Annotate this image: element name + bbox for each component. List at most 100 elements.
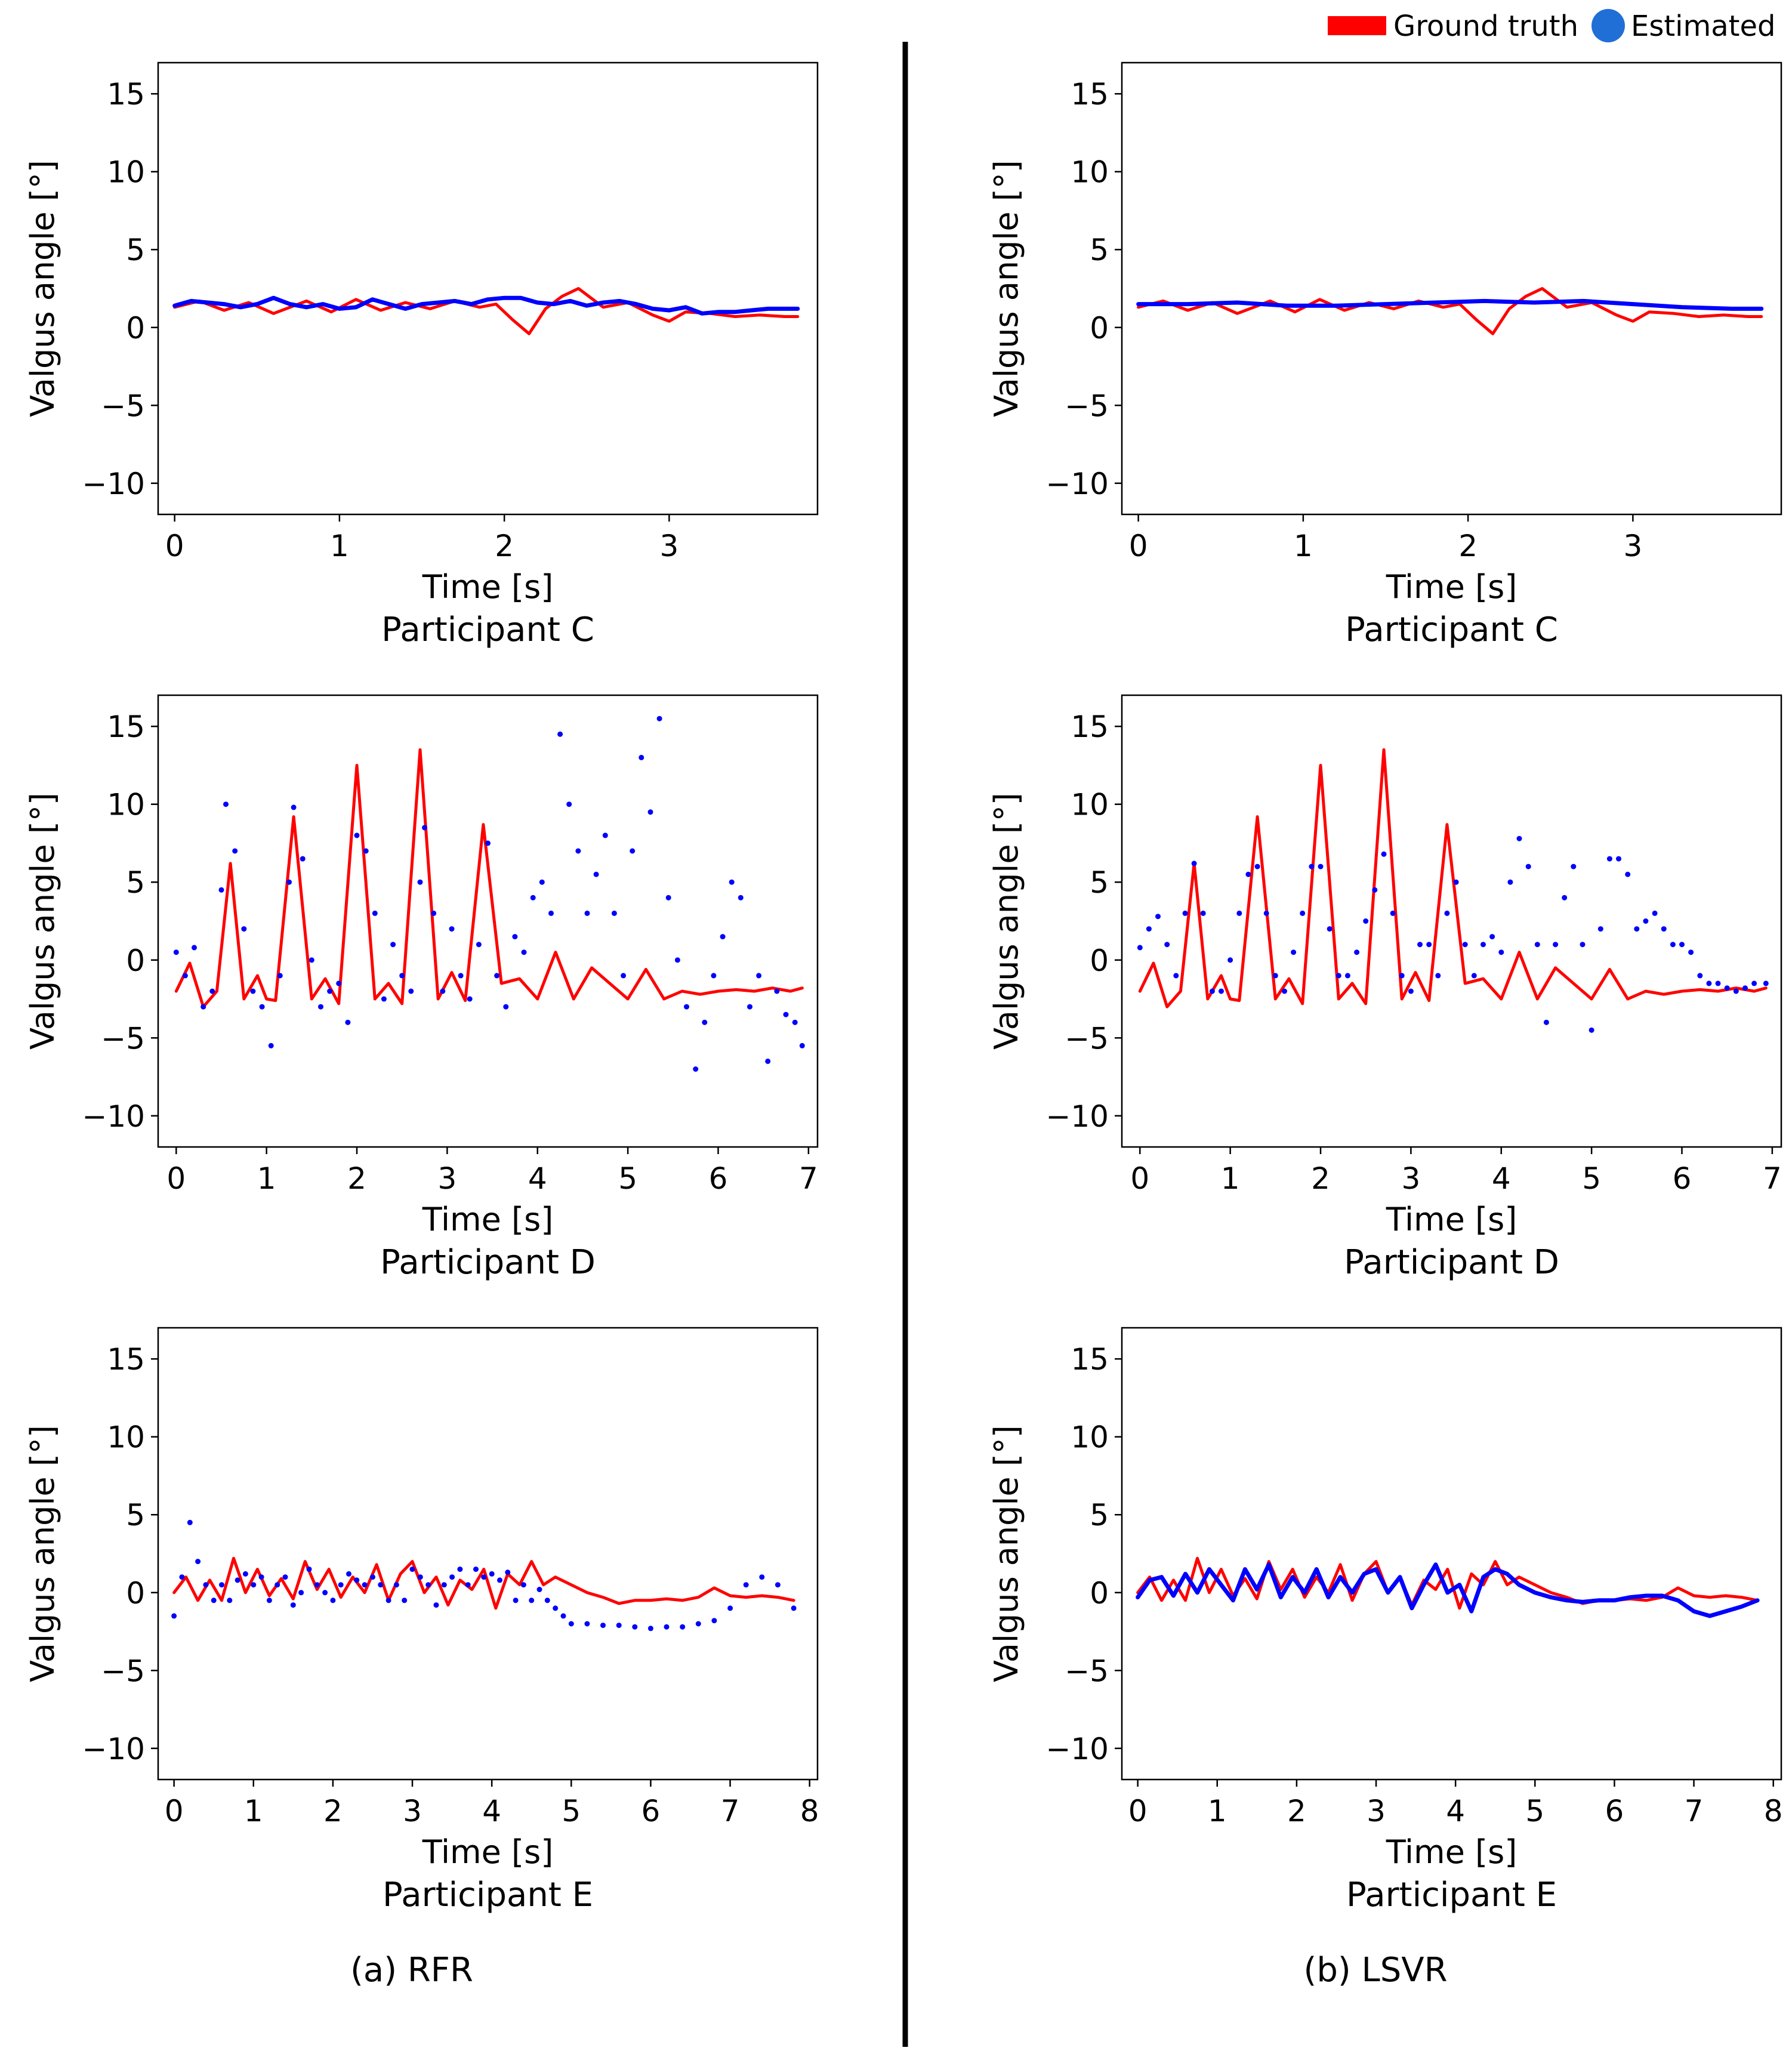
data-point-estimated [1616, 856, 1621, 862]
chart-panel-6: −10 −5 0 5 10 15 0 1 2 3 4 5 6 7 8 Time [s] Participant … [988, 1327, 1783, 1914]
x-tick-label: 8 [1764, 1794, 1783, 1828]
chart-title: Participant D [1344, 1243, 1559, 1282]
y-tick-label: −10 [82, 1099, 145, 1134]
data-point-estimated [449, 1574, 455, 1580]
y-tick-label: −10 [82, 467, 145, 501]
data-point-estimated [1444, 910, 1450, 916]
x-tick-label: 0 [1130, 1161, 1149, 1196]
series-line-estimated [1136, 1562, 1760, 1618]
data-point-estimated [566, 801, 572, 807]
data-point-estimated [370, 1574, 375, 1580]
data-point-estimated [457, 1566, 463, 1572]
data-point-estimated [743, 1582, 749, 1588]
data-point-estimated [1733, 988, 1739, 994]
data-point-estimated [363, 848, 369, 854]
plot-frame [157, 694, 819, 1148]
data-point-estimated [250, 988, 256, 994]
y-tick-label: −5 [1065, 388, 1109, 423]
x-tick-label: 7 [1763, 1161, 1782, 1196]
data-point-estimated [425, 1582, 431, 1588]
chart-panel-2: −10 −5 0 5 10 15 0 1 2 3 Time [s] Participant C Valg… [988, 61, 1782, 649]
data-point-estimated [497, 1577, 502, 1583]
data-point-estimated [1580, 942, 1586, 948]
data-point-estimated [235, 1577, 240, 1583]
data-point-estimated [465, 1582, 471, 1588]
data-point-estimated [765, 1058, 771, 1064]
data-point-estimated [440, 988, 446, 994]
y-tick-label: −10 [1045, 1732, 1109, 1766]
data-point-estimated [433, 1602, 439, 1608]
y-tick-label: −10 [1045, 467, 1109, 501]
x-tick-label: 4 [528, 1161, 547, 1196]
data-point-estimated [738, 895, 744, 901]
data-point-estimated [223, 801, 229, 807]
data-point-estimated [458, 973, 464, 979]
x-tick-label: 0 [165, 1794, 184, 1828]
x-tick-label: 1 [1294, 529, 1313, 563]
data-point-estimated [1300, 910, 1306, 916]
data-point-estimated [1724, 985, 1730, 991]
data-point-estimated [242, 1571, 248, 1577]
data-point-estimated [232, 848, 238, 854]
x-tick-label: 0 [165, 529, 184, 563]
y-tick-label: 10 [107, 155, 145, 190]
data-point-estimated [298, 1590, 304, 1596]
data-point-estimated [665, 895, 671, 901]
data-point-estimated [409, 1566, 415, 1572]
data-point-estimated [505, 1569, 511, 1575]
data-point-estimated [1245, 871, 1251, 877]
data-point-estimated [1354, 949, 1360, 955]
data-point-estimated [346, 1571, 351, 1577]
column-caption-rfr: (a) RFR [350, 1951, 473, 1990]
data-point-estimated [529, 1598, 535, 1603]
data-point-estimated [1534, 942, 1540, 948]
data-point-estimated [330, 1598, 336, 1603]
x-tick-label: 3 [1401, 1161, 1420, 1196]
data-point-estimated [1679, 942, 1685, 948]
plot-frame [157, 61, 819, 516]
chart-panel-3: −10 −5 0 5 10 15 0 1 2 3 4 5 6 7 Time [s] Participant D… [24, 694, 819, 1282]
data-point-estimated [489, 1571, 495, 1577]
chart-panel-5: −10 −5 0 5 10 15 0 1 2 3 4 5 6 7 8 Time [s] Participant … [24, 1327, 819, 1914]
data-point-estimated [593, 871, 599, 877]
data-point-estimated [568, 1621, 574, 1627]
data-point-estimated [1191, 861, 1197, 866]
data-point-estimated [182, 973, 188, 979]
data-point-estimated [695, 1621, 701, 1627]
y-tick-label: −5 [101, 1654, 145, 1688]
data-point-estimated [647, 809, 653, 815]
data-point-estimated [327, 988, 333, 994]
data-point-estimated [553, 1605, 559, 1611]
data-point-estimated [560, 1613, 566, 1619]
data-point-estimated [354, 832, 360, 838]
data-point-estimated [473, 1566, 479, 1572]
data-point-estimated [282, 1574, 288, 1580]
data-point-estimated [345, 1019, 351, 1025]
data-point-estimated [1543, 1019, 1549, 1025]
data-point-estimated [747, 1004, 752, 1010]
data-point-estimated [1589, 1027, 1594, 1033]
data-point-estimated [241, 926, 247, 932]
y-tick-label: 5 [1090, 1498, 1109, 1532]
data-point-estimated [336, 980, 342, 986]
y-tick-label: 10 [1071, 1420, 1109, 1455]
data-point-estimated [1498, 949, 1504, 955]
chart-title: Participant C [381, 610, 594, 649]
data-point-estimated [664, 1624, 670, 1630]
data-point-estimated [1155, 914, 1161, 920]
y-tick-label: −10 [82, 1732, 145, 1766]
y-tick-label: 0 [126, 1576, 145, 1611]
series-line-ground-truth [1137, 287, 1763, 335]
data-point-estimated [201, 1004, 206, 1010]
y-tick-label: 5 [1090, 233, 1109, 267]
y-tick-label: −5 [101, 1021, 145, 1056]
x-tick-label: 7 [799, 1161, 818, 1196]
data-point-estimated [1399, 973, 1405, 979]
x-tick-label: 6 [1673, 1161, 1692, 1196]
legend: Ground truth Estimated [1328, 9, 1775, 43]
data-point-estimated [1236, 910, 1242, 916]
data-point-estimated [259, 1004, 265, 1010]
x-tick-label: 0 [1129, 529, 1148, 563]
data-point-estimated [1597, 926, 1603, 932]
